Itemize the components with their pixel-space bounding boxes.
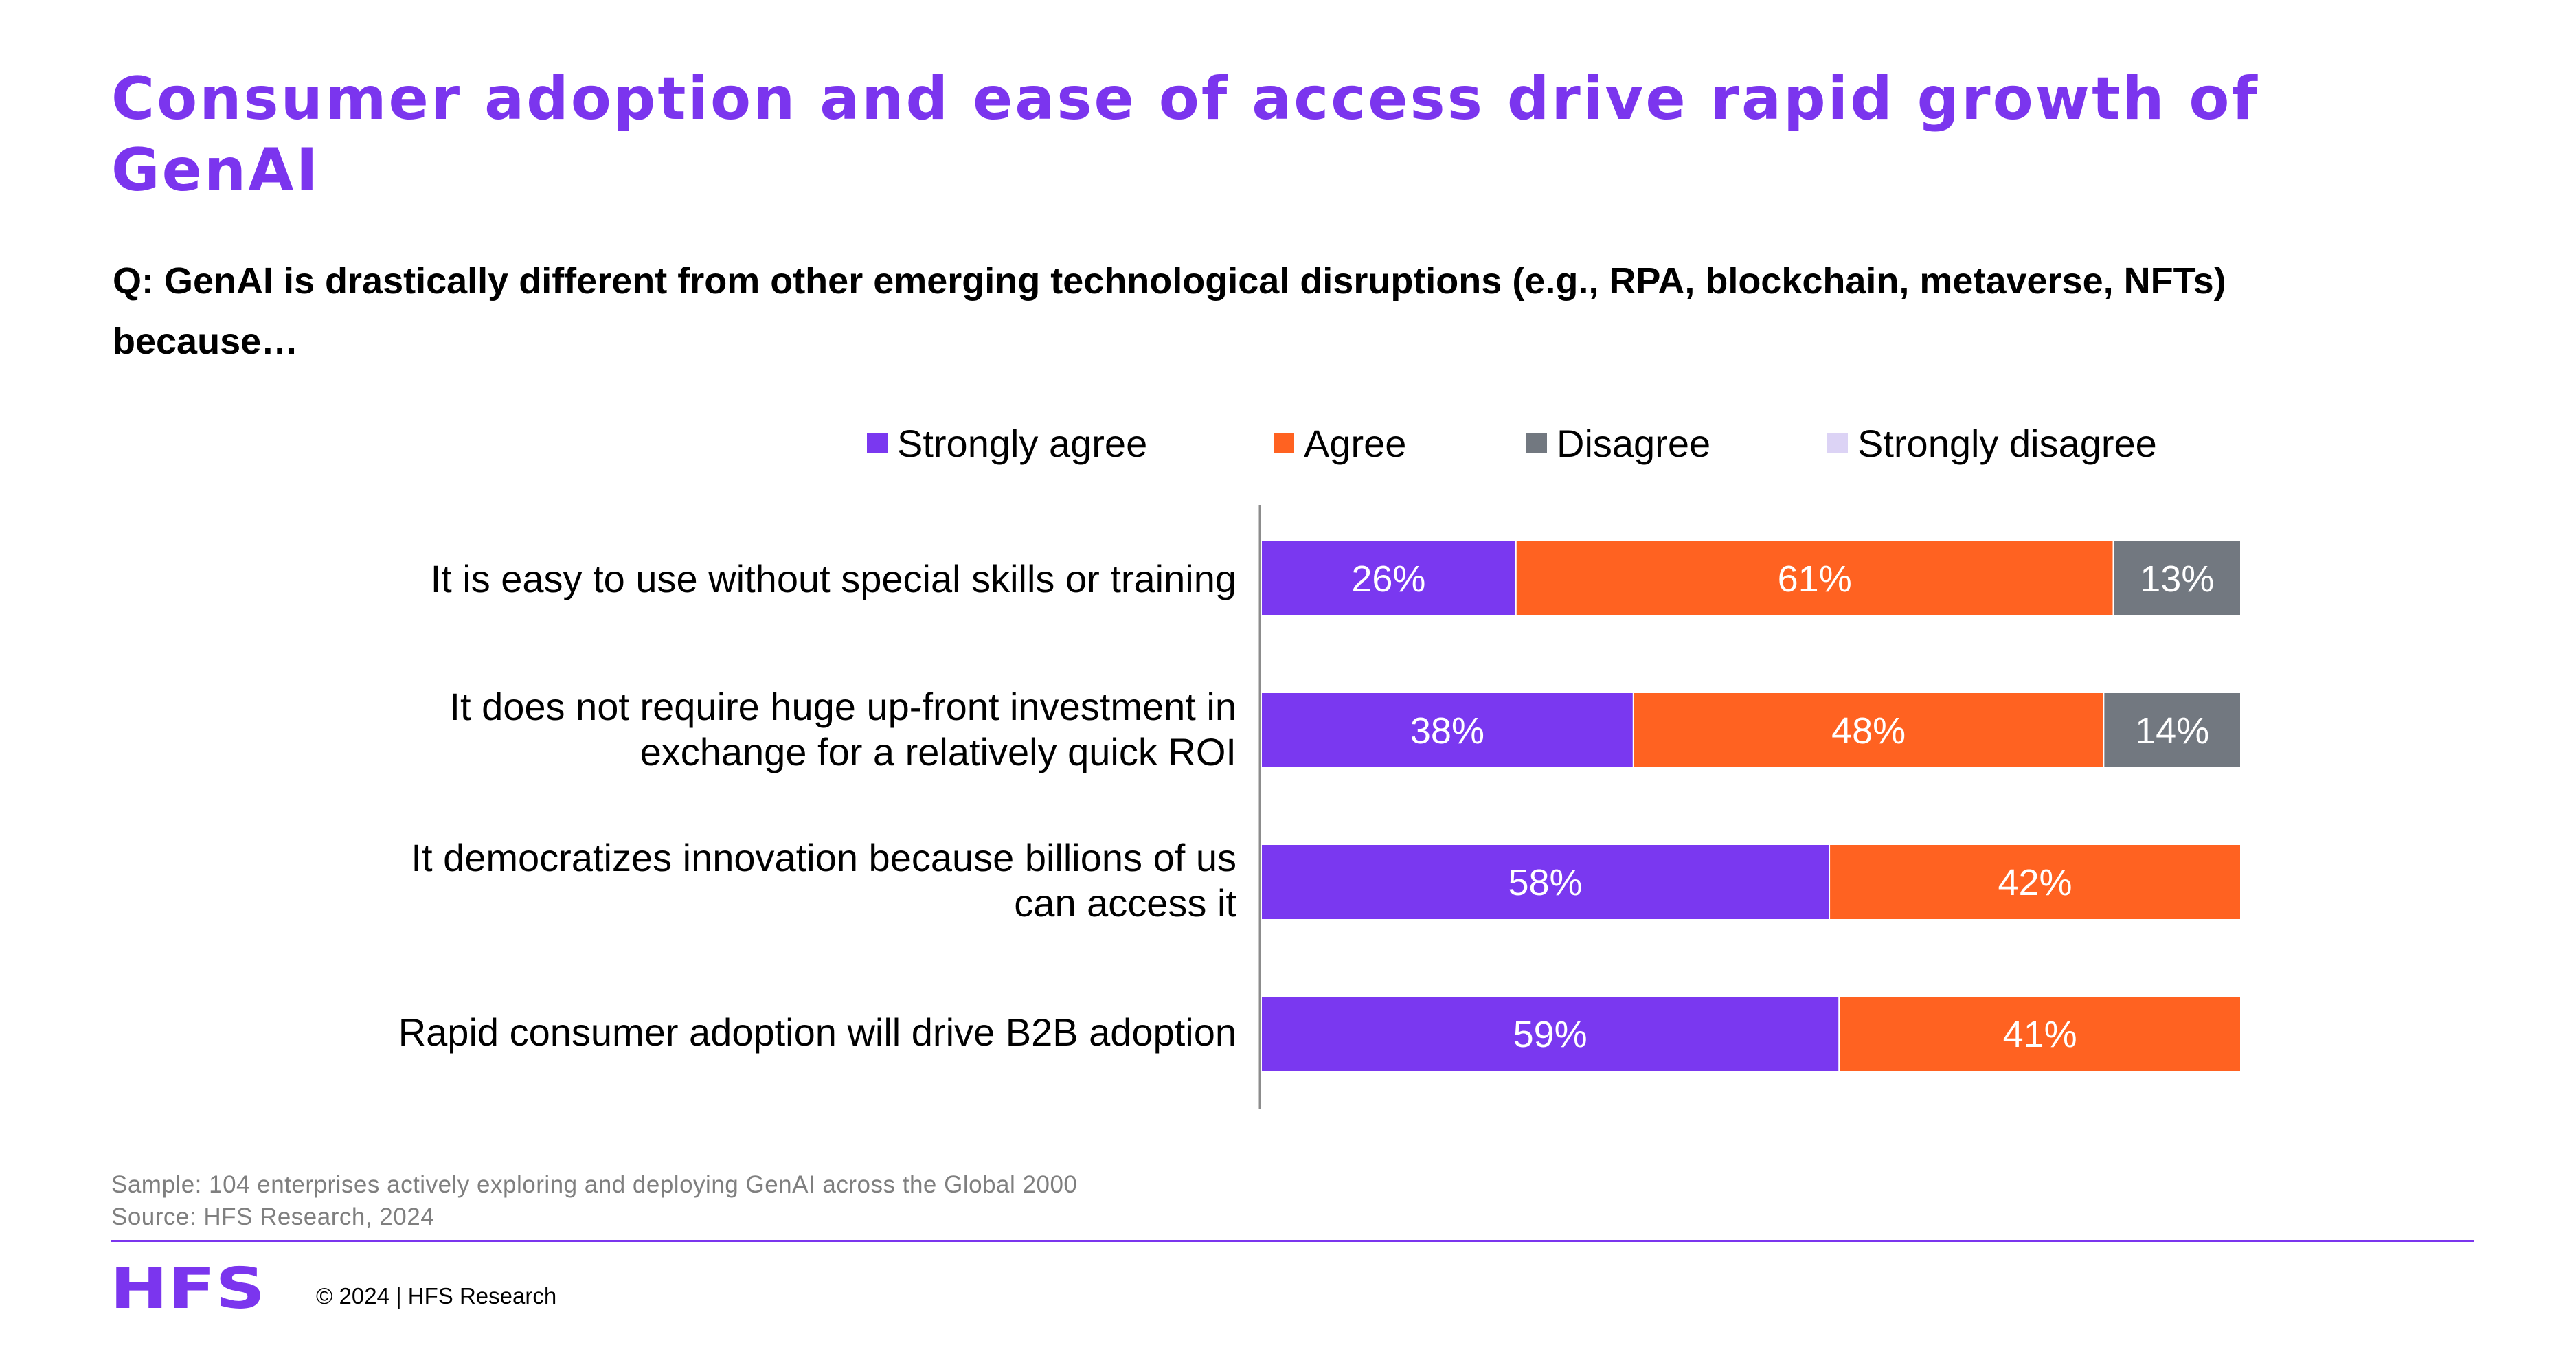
legend-label-strongly-agree: Strongly agree [897,421,1148,465]
bar-strongly-agree-row-4 [1261,995,1840,1072]
legend-item-agree: Agree [1274,416,1406,471]
bar-agree-row-3 [1829,844,2242,920]
legend-item-strongly-disagree: Strongly disagree [1827,416,2157,471]
legend-label-strongly-disagree: Strongly disagree [1857,421,2157,465]
bar-disagree-row-2 [2103,692,2242,769]
data-label-agree-row-1: 61% [1778,558,1852,600]
sample-note: Sample: 104 enterprises actively explori… [111,1171,1078,1198]
legend-swatch-strongly-agree [867,433,888,453]
page-title: Consumer adoption and ease of access dri… [111,65,2259,205]
data-label-agree-row-4: 41% [2003,1014,2077,1055]
row-label-line: Rapid consumer adoption will drive B2B a… [398,1010,1236,1054]
bar-strongly-agree-row-1 [1261,540,1517,617]
row-label-investment: It does not require huge up-front invest… [206,684,1236,775]
bar-agree-row-1 [1515,540,2114,617]
row-label-line: exchange for a relatively quick ROI [640,730,1236,773]
legend-label-disagree: Disagree [1557,421,1711,465]
footer-divider [111,1240,2474,1242]
data-label-disagree-row-2: 14% [2135,710,2209,751]
source-note: Source: HFS Research, 2024 [111,1203,435,1230]
legend-swatch-agree [1274,433,1294,453]
survey-question: Q: GenAI is drastically different from o… [113,260,2226,362]
legend-swatch-strongly-disagree [1827,433,1848,453]
legend-item-strongly-agree: Strongly agree [867,416,1147,471]
row-label-line: It is easy to use without special skills… [430,557,1236,600]
bar-disagree-row-1 [2112,540,2242,617]
row-label-consumer-adoption: Rapid consumer adoption will drive B2B a… [206,1010,1236,1055]
data-label-strongly-agree-row-2: 38% [1410,710,1484,751]
bar-strongly-agree-row-2 [1261,692,1634,769]
data-label-strongly-agree-row-3: 58% [1508,862,1582,903]
data-label-disagree-row-1: 13% [2140,558,2214,600]
legend-label-agree: Agree [1304,421,1407,465]
bar-agree-row-4 [1838,995,2242,1072]
data-label-strongly-agree-row-4: 59% [1513,1014,1588,1055]
row-label-democratizes: It democratizes innovation because billi… [206,835,1236,926]
row-label-easy-to-use: It is easy to use without special skills… [206,556,1236,602]
copyright: © 2024 | HFS Research [316,1283,557,1309]
data-label-agree-row-3: 42% [1998,862,2072,903]
bar-agree-row-2 [1632,692,2105,769]
bars-group: 26% 61% 13% 38% 48% 14% 58% 42% 59% 41% [1261,540,2242,1072]
data-label-agree-row-2: 48% [1831,710,1906,751]
hfs-logo: HFS [110,1261,265,1316]
legend-swatch-disagree [1526,433,1547,453]
legend-item-disagree: Disagree [1526,416,1710,471]
row-label-line: It does not require huge up-front invest… [449,685,1236,728]
bar-strongly-agree-row-3 [1261,844,1831,920]
data-label-strongly-agree-row-1: 26% [1351,558,1425,600]
row-label-line: can access it [1014,881,1236,925]
chart-legend: Strongly agree Agree Disagree Strongly d… [0,416,2576,471]
row-label-line: It democratizes innovation because billi… [411,836,1236,879]
hfs-logo-text: HFS [110,1261,265,1316]
